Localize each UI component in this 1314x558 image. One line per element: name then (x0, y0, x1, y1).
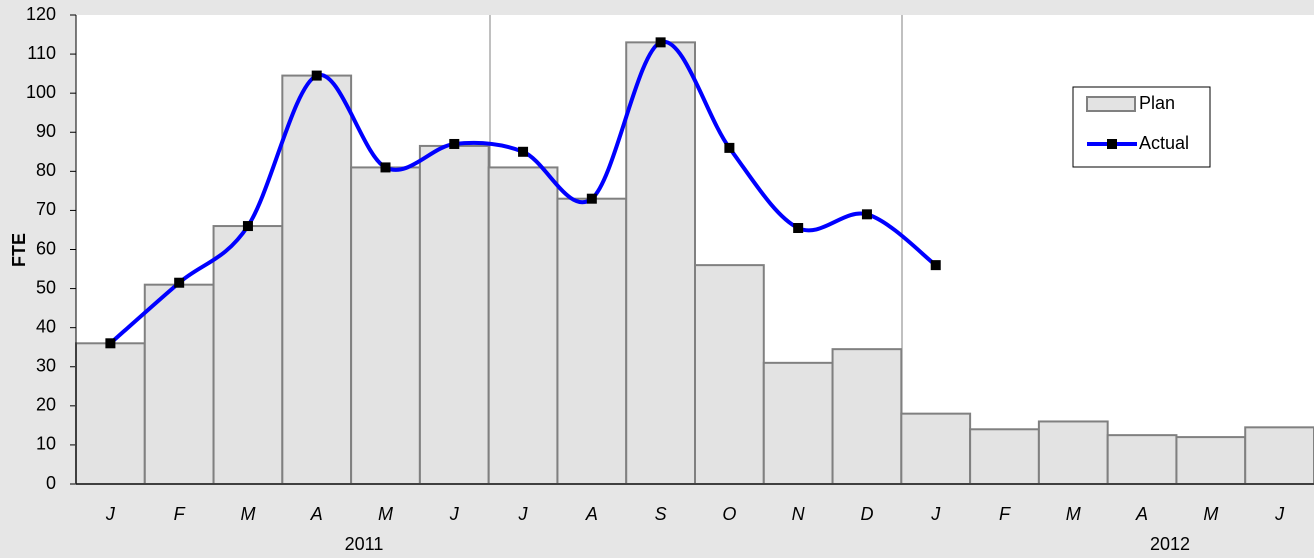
y-tick-label: 0 (46, 473, 56, 493)
x-tick-label: F (999, 504, 1011, 524)
x-tick-label: J (930, 504, 941, 524)
bar (556, 197, 628, 485)
bar (1175, 436, 1247, 486)
x-tick-label: S (655, 504, 667, 524)
legend-label: Plan (1139, 93, 1175, 113)
marker (586, 193, 597, 204)
bar (1037, 420, 1109, 486)
legend-swatch (1086, 96, 1136, 112)
x-tick-label: M (1066, 504, 1081, 524)
bar (350, 166, 421, 486)
bar (212, 225, 284, 486)
marker (518, 146, 529, 157)
bar (143, 283, 215, 485)
bar (694, 264, 765, 485)
x-tick-label: M (378, 504, 393, 524)
x-tick-label: A (310, 504, 323, 524)
y-tick-label: 100 (26, 82, 56, 102)
marker (724, 142, 735, 153)
x-tick-label: N (792, 504, 806, 524)
y-tick-label: 10 (36, 434, 56, 454)
x-tick-label: M (1203, 504, 1218, 524)
y-tick-label: 20 (36, 395, 56, 415)
marker (105, 338, 116, 349)
marker (861, 209, 872, 220)
bar (487, 166, 559, 486)
y-tick-label: 80 (36, 160, 56, 180)
y-tick-label: 70 (36, 199, 56, 219)
x-group-label: 2011 (345, 534, 384, 554)
y-axis-label: FTE (9, 233, 29, 267)
legend-label: Actual (1139, 133, 1189, 153)
x-tick-label: J (449, 504, 460, 524)
y-tick-label: 30 (36, 356, 56, 376)
marker (655, 37, 666, 48)
marker (242, 221, 253, 232)
bar (831, 348, 903, 485)
marker (380, 162, 391, 173)
bar (900, 412, 972, 485)
legend: Plan Actual (1072, 86, 1211, 168)
bar (418, 144, 490, 485)
bar (1244, 426, 1314, 485)
y-tick-label: 120 (26, 4, 56, 24)
marker (930, 260, 941, 271)
y-tick-label: 90 (36, 121, 56, 141)
bar (1106, 434, 1178, 486)
bar (969, 428, 1040, 485)
marker (449, 138, 460, 149)
x-group-label: 2012 (1150, 534, 1190, 554)
marker (311, 70, 322, 81)
bar (625, 41, 697, 485)
x-tick-label: J (518, 504, 529, 524)
bar (75, 342, 146, 485)
legend-marker (1107, 139, 1117, 149)
y-tick-label: 40 (36, 316, 56, 336)
y-tick-label: 50 (36, 277, 56, 297)
marker (174, 277, 185, 288)
y-tick-label: 110 (27, 43, 56, 63)
y-tick-label: 60 (36, 238, 56, 258)
x-tick-label: A (585, 504, 598, 524)
x-tick-label: F (174, 504, 186, 524)
marker (793, 223, 804, 234)
x-tick-label: D (860, 504, 873, 524)
x-tick-label: J (105, 504, 116, 524)
x-tick-label: M (240, 504, 255, 524)
bar (281, 74, 353, 486)
line (109, 39, 937, 345)
x-tick-label: J (1274, 504, 1285, 524)
bar (762, 361, 834, 486)
x-tick-label: O (722, 504, 736, 524)
x-tick-label: A (1135, 504, 1148, 524)
